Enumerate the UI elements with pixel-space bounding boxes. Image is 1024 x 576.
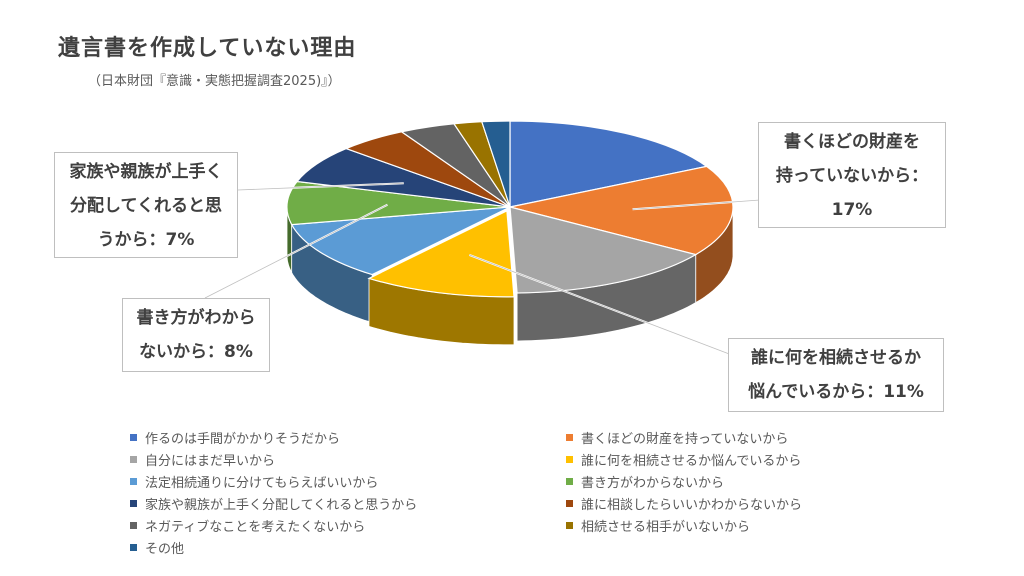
legend-item: 相続させる相手がいないから [566, 516, 890, 535]
data-label-line: ないから：8% [139, 342, 253, 362]
legend-label: 書くほどの財産を持っていないから [581, 432, 789, 447]
legend-swatch [130, 522, 137, 529]
legend-label: その他 [145, 542, 185, 557]
legend-label: 自分にはまだ早いから [145, 454, 276, 469]
legend-swatch [130, 434, 137, 441]
legend-label: 書き方がわからないから [581, 476, 725, 491]
chart-title: 遺言書を作成していない理由 [58, 36, 357, 61]
legend-item: 誰に相談したらいいかわからないから [566, 494, 890, 513]
legend-item: 誰に何を相続させるか悩んでいるから [566, 450, 890, 469]
leader-line [204, 204, 388, 299]
legend-item: 作るのは手間がかかりそうだから [130, 428, 566, 447]
data-label-line: 家族や親族が上手く [69, 162, 223, 182]
legend-swatch [130, 500, 137, 507]
legend-label: 法定相続通りに分けてもらえばいいから [145, 476, 379, 491]
legend-swatch [130, 456, 137, 463]
data-label-property: 書くほどの財産を 持っていないから： 17% [758, 122, 946, 228]
leader-line [469, 254, 746, 361]
legend-label: 誰に相談したらいいかわからないから [581, 498, 803, 513]
data-label-line: 書き方がわから [136, 308, 256, 328]
legend-swatch [130, 544, 137, 551]
pie-slice [290, 206, 511, 276]
data-label-how-to-write: 書き方がわから ないから：8% [122, 298, 270, 372]
data-label-line: 書くほどの財産を [784, 132, 920, 152]
legend-label: 誰に何を相続させるか悩んでいるから [581, 454, 802, 469]
legend-swatch [130, 478, 137, 485]
data-label-line: 誰に何を相続させるか [751, 348, 921, 368]
legend-item: ネガティブなことを考えたくないから [130, 516, 566, 535]
legend-label: 相続させる相手がいないから [581, 520, 751, 535]
legend-label: 作るのは手間がかかりそうだから [145, 432, 341, 447]
legend-item: 家族や親族が上手く分配してくれると思うから [130, 494, 566, 513]
legend-swatch [566, 522, 573, 529]
pie-slice [509, 165, 734, 256]
data-label-line: うから：7% [97, 230, 195, 250]
leader-line [237, 182, 404, 191]
legend-item: 自分にはまだ早いから [130, 450, 566, 469]
legend-swatch [566, 434, 573, 441]
pie-slice [286, 180, 511, 226]
legend-swatch [566, 478, 573, 485]
legend-item: 書き方がわからないから [566, 472, 890, 491]
leader-line [632, 199, 761, 210]
pie-slice [509, 120, 709, 208]
legend-item: 書くほどの財産を持っていないから [566, 428, 890, 447]
pie-slice [480, 120, 511, 208]
data-label-family-will-divide: 家族や親族が上手く 分配してくれると思 うから：7% [54, 152, 238, 258]
data-label-line: 17% [831, 200, 873, 220]
chart-subtitle: （日本財団『意識・実態把握調査2025)』） [88, 74, 341, 89]
legend-label: 家族や親族が上手く分配してくれると思うから [145, 498, 418, 513]
data-label-undecided: 誰に何を相続させるか 悩んでいるから：11% [728, 338, 944, 412]
legend-swatch [566, 456, 573, 463]
pie-slice [367, 209, 515, 298]
data-label-line: 持っていないから： [775, 166, 929, 186]
legend-item: 法定相続通りに分けてもらえばいいから [130, 472, 566, 491]
data-label-line: 分配してくれると思 [70, 196, 222, 216]
legend-swatch [566, 500, 573, 507]
legend-label: ネガティブなことを考えたくないから [145, 520, 366, 535]
pie-slice [509, 206, 698, 294]
chart-legend: 作るのは手間がかかりそうだから 書くほどの財産を持っていないから自分にはまだ早いか… [130, 428, 890, 557]
legend-item: その他 [130, 538, 566, 557]
data-label-line: 悩んでいるから：11% [748, 382, 924, 402]
